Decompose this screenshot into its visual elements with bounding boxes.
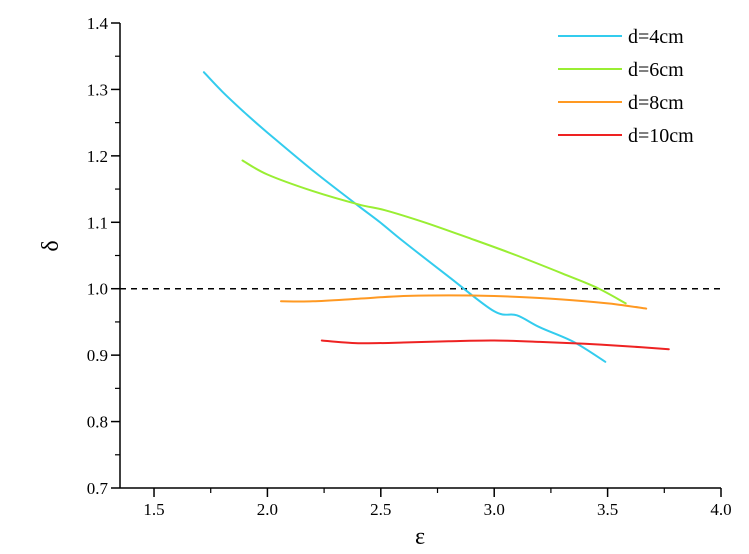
series-line xyxy=(241,159,627,305)
y-tick-label: 1.1 xyxy=(87,213,108,232)
y-tick-label: 1.2 xyxy=(87,147,108,166)
x-tick-label: 3.5 xyxy=(597,500,618,519)
series-line xyxy=(280,294,648,310)
x-tick-label: 2.0 xyxy=(257,500,278,519)
legend-label: d=10cm xyxy=(628,125,694,147)
x-axis-title: ε xyxy=(415,524,425,550)
legend-label: d=4cm xyxy=(628,26,684,48)
x-tick-label: 2.5 xyxy=(370,500,391,519)
y-tick-label: 0.9 xyxy=(87,346,108,365)
y-tick-label: 0.7 xyxy=(87,479,109,498)
legend: d=4cm d=6cm d=8cm d=10cm xyxy=(558,26,694,147)
y-tick-label: 1.4 xyxy=(87,14,109,33)
axes: 1.5 2.0 2.5 3.0 3.5 4.0 0.7 0.8 0.9 1.0 1.1 1.2 1.3… xyxy=(87,14,732,519)
plot-lines xyxy=(120,71,721,363)
x-tick-label: 3.0 xyxy=(484,500,505,519)
x-ticks: 1.5 2.0 2.5 3.0 3.5 4.0 xyxy=(143,488,732,519)
y-tick-label: 0.8 xyxy=(87,413,108,432)
x-tick-label: 1.5 xyxy=(143,500,164,519)
legend-label: d=6cm xyxy=(628,59,684,81)
x-tick-label: 4.0 xyxy=(710,500,731,519)
y-ticks: 0.7 0.8 0.9 1.0 1.1 1.2 1.3 1.4 xyxy=(87,14,120,498)
y-tick-label: 1.3 xyxy=(87,80,108,99)
y-axis-title: δ xyxy=(38,240,64,251)
legend-label: d=8cm xyxy=(628,92,684,114)
series-line xyxy=(320,339,670,351)
series-line xyxy=(202,71,607,363)
y-tick-label: 1.0 xyxy=(87,280,108,299)
